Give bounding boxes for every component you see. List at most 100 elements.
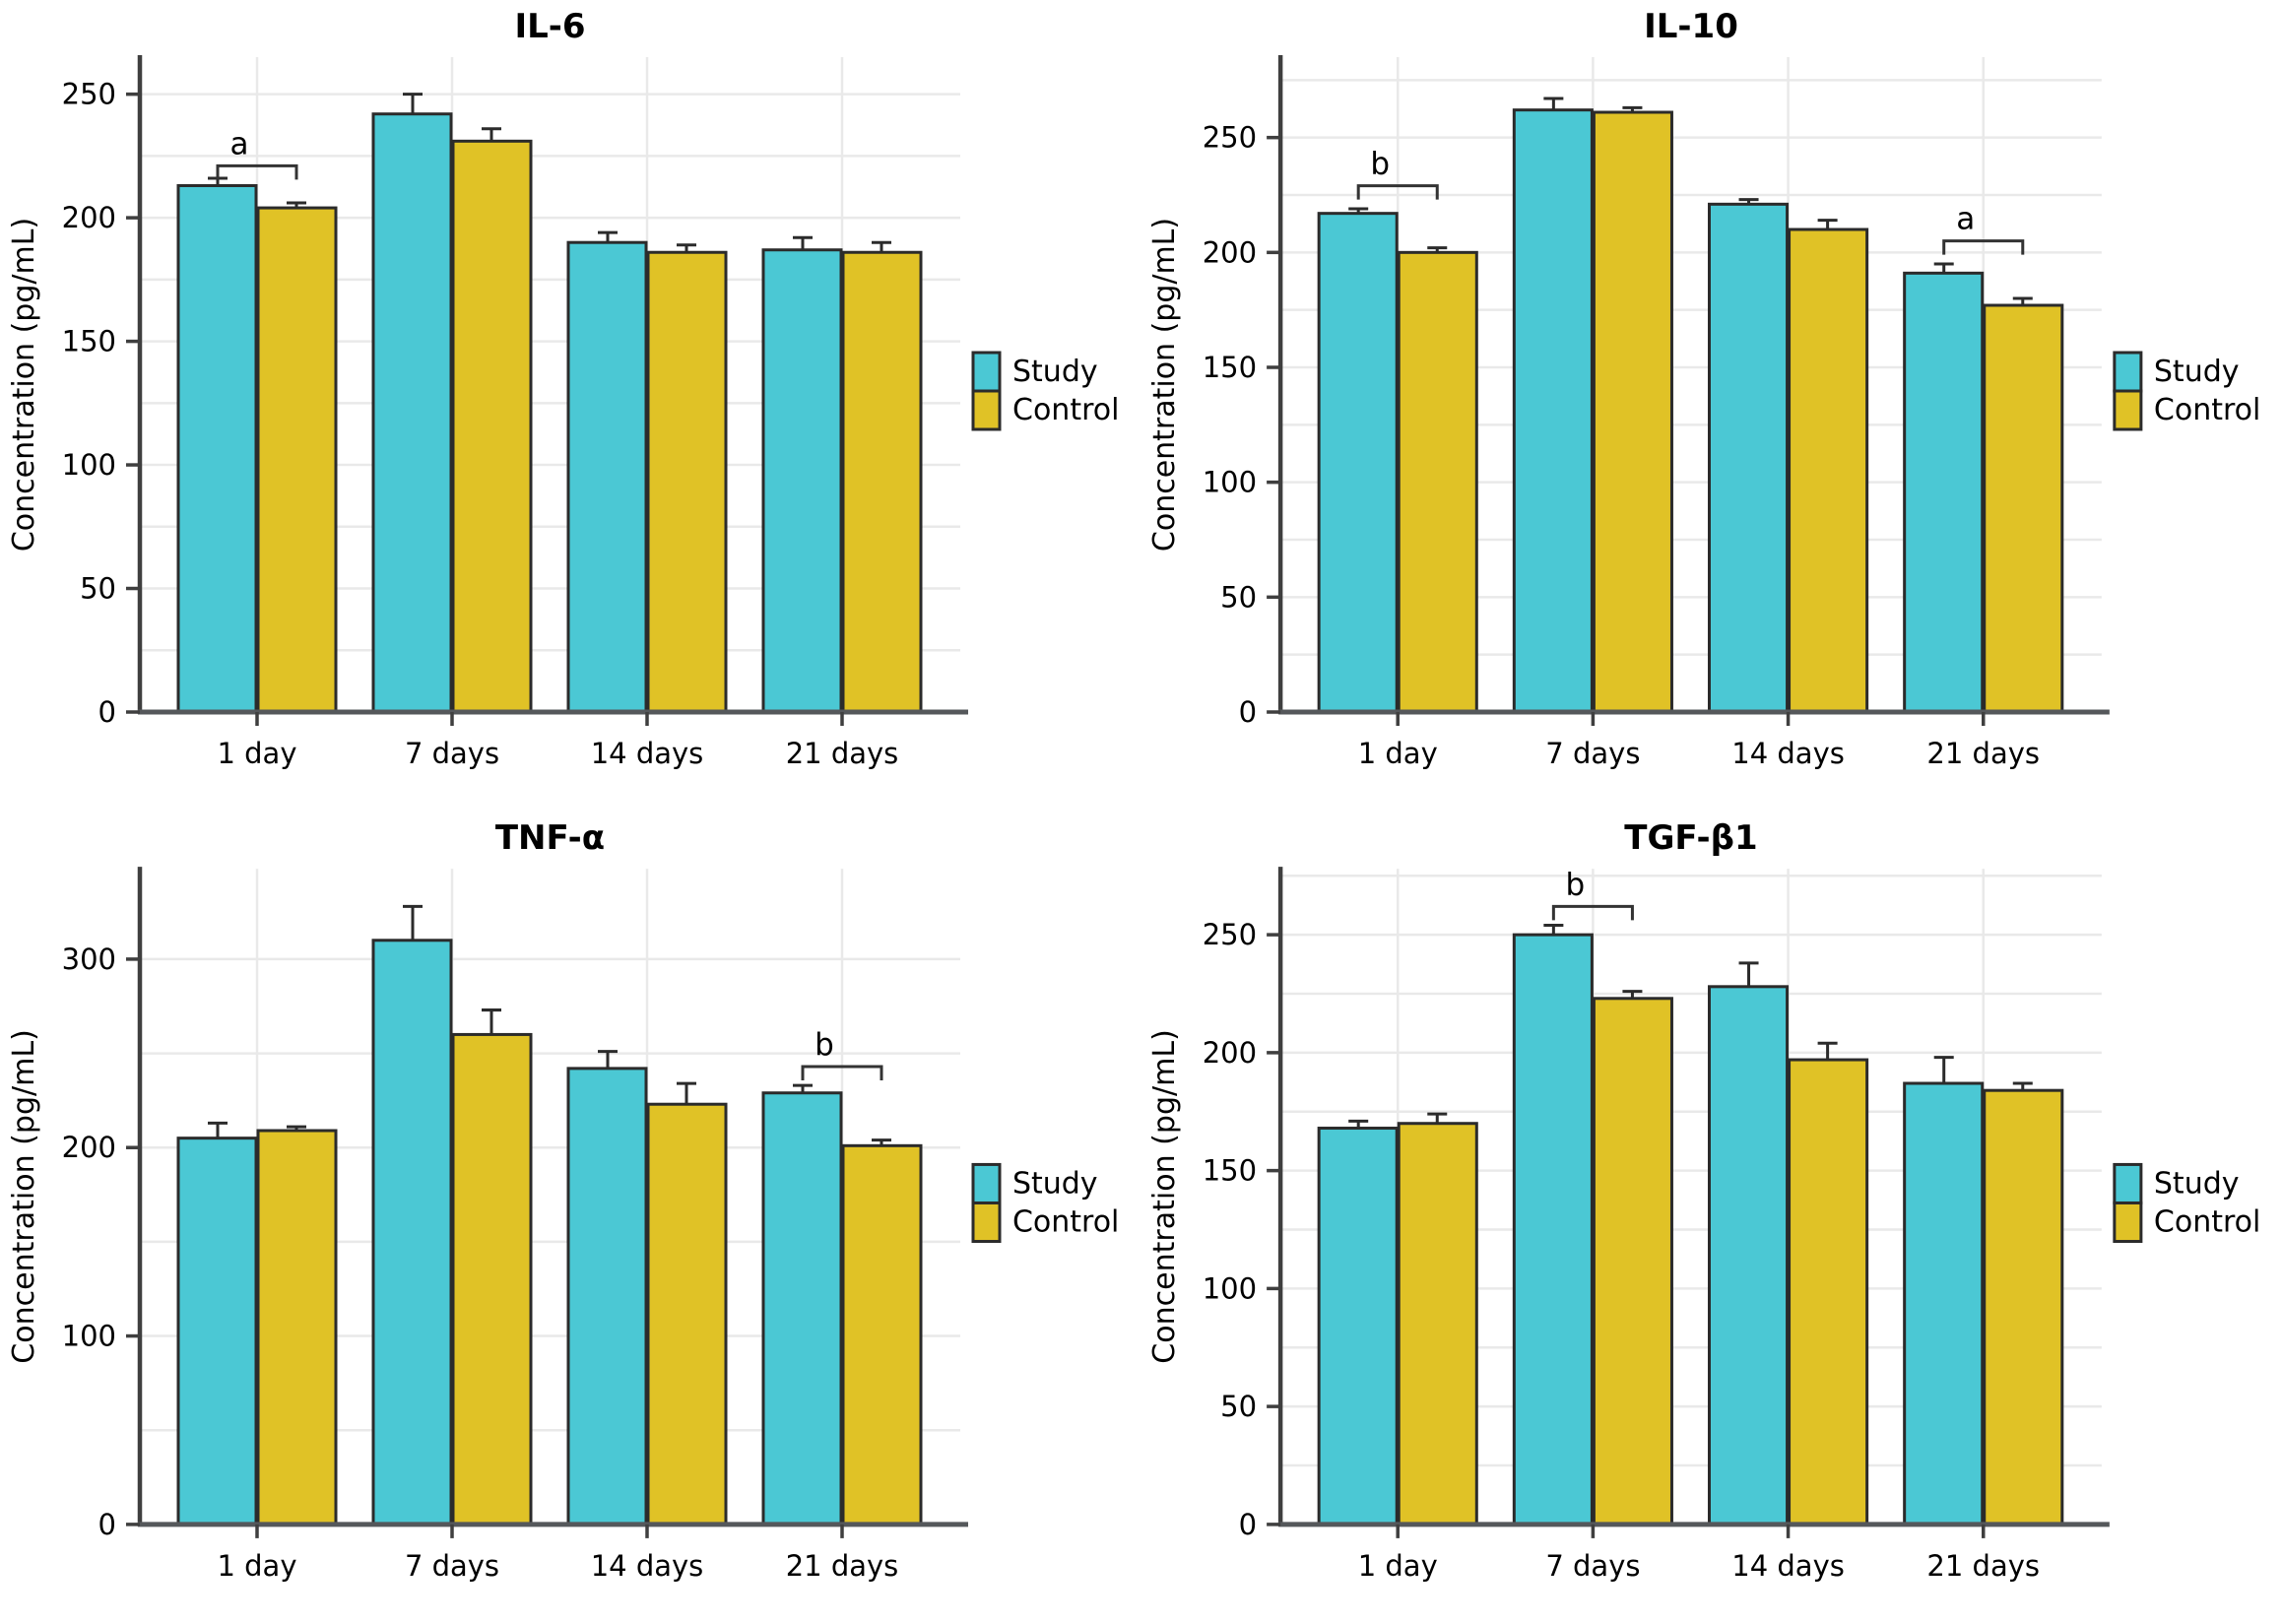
bar-control-21-days: [1983, 303, 2064, 714]
bar-study-7-days: [371, 939, 453, 1527]
y-axis-label: Concentration (pg/mL): [7, 1029, 41, 1364]
x-tick-label: 7 days: [1545, 737, 1640, 770]
x-tick-label: 7 days: [1545, 1549, 1640, 1583]
legend-control-swatch: [2113, 389, 2143, 431]
x-tick-label: 21 days: [1926, 737, 2040, 770]
y-axis-label: Concentration (pg/mL): [7, 218, 41, 552]
significance-label: a: [230, 126, 249, 162]
bar-control-14-days: [1788, 1058, 1869, 1527]
bar-control-21-days: [841, 250, 923, 714]
y-tick-label: 100: [1203, 466, 1257, 499]
bar-control-1-day: [1397, 1122, 1478, 1527]
bar-control-14-days: [1788, 227, 1869, 714]
legend-control-label: Control: [2154, 393, 2261, 427]
bar-control-7-days: [451, 139, 533, 714]
bar-study-14-days: [566, 1067, 648, 1527]
legend-control-swatch: [971, 389, 1002, 431]
subplot-il10: 0 50 100 150 200 250 1 day 7 days 14 days 21 days…: [1141, 0, 2282, 812]
axes: [126, 867, 968, 1538]
legend-control-swatch: [971, 1201, 1002, 1244]
bar-control-14-days: [646, 1102, 728, 1527]
chart-title: TGF-β1: [1624, 818, 1757, 858]
chart-svg-1: 0 50 100 150 200 250 1 day 7 days 14 days 21 days…: [0, 0, 1141, 812]
x-tick-label: 7 days: [405, 737, 499, 770]
bar-control-1-day: [256, 1129, 338, 1527]
bar-study-21-days: [761, 1091, 843, 1527]
significance-label: b: [815, 1027, 834, 1063]
y-tick-label: 200: [62, 201, 116, 234]
y-tick-label: 200: [62, 1131, 116, 1164]
legend: Study Control: [971, 1162, 1119, 1244]
legend-control-label: Control: [1012, 1205, 1119, 1240]
bar-study-1-day: [1317, 212, 1399, 714]
bar-study-21-days: [1903, 1081, 1985, 1527]
legend-study-swatch: [2113, 351, 2143, 393]
significance-bracket: [216, 163, 298, 180]
legend: Study Control: [2113, 1162, 2260, 1244]
bar-study-1-day: [176, 183, 258, 714]
bar-study-21-days: [761, 248, 843, 714]
bar-study-1-day: [1317, 1127, 1399, 1527]
axes: [1267, 55, 2110, 726]
y-tick-label: 200: [1203, 1036, 1257, 1070]
bar-control-7-days: [1592, 997, 1673, 1527]
chart-title: TNF-α: [495, 818, 605, 858]
x-tick-label: 21 days: [786, 1549, 899, 1583]
bar-study-1-day: [176, 1137, 258, 1527]
y-tick-label: 250: [1203, 918, 1257, 951]
x-tick-label: 21 days: [1926, 1549, 2040, 1583]
bar-study-14-days: [566, 240, 648, 714]
y-tick-label: 0: [1239, 695, 1257, 729]
bar-control-14-days: [646, 250, 728, 714]
y-tick-label: 200: [1203, 235, 1257, 269]
bar-control-21-days: [841, 1143, 923, 1527]
x-tick-label: 14 days: [1731, 737, 1845, 770]
bar-study-14-days: [1707, 985, 1790, 1527]
legend-study-label: Study: [2154, 355, 2240, 389]
legend-study-swatch: [2113, 1162, 2143, 1204]
significance-bracket: [1942, 239, 2025, 255]
y-tick-label: 100: [62, 448, 116, 482]
x-tick-label: 1 day: [1358, 737, 1438, 770]
y-axis-label: Concentration (pg/mL): [1147, 218, 1182, 552]
y-tick-label: 0: [98, 1508, 116, 1541]
bar-control-7-days: [451, 1032, 533, 1527]
significance-label: a: [1956, 202, 1975, 237]
y-tick-label: 50: [1220, 1390, 1257, 1423]
y-tick-label: 300: [62, 942, 116, 976]
x-tick-label: 21 days: [786, 737, 899, 770]
legend-control-label: Control: [1012, 393, 1119, 427]
bars: [1317, 97, 2064, 714]
y-tick-label: 150: [1203, 351, 1257, 384]
y-tick-label: 50: [1220, 580, 1257, 614]
x-tick-label: 14 days: [1731, 1549, 1845, 1583]
legend-study-swatch: [971, 1162, 1002, 1204]
y-tick-label: 150: [1203, 1154, 1257, 1188]
chart-svg-3: 0 100 200 300 1 day 7 days 14 days 21 days TNF-α…: [0, 812, 1141, 1624]
x-tick-label: 14 days: [591, 1549, 704, 1583]
bar-control-21-days: [1983, 1088, 2064, 1527]
bar-control-1-day: [256, 206, 338, 714]
x-tick-label: 1 day: [1358, 1549, 1438, 1583]
legend-study-label: Study: [2154, 1166, 2240, 1201]
significance-label: b: [1566, 867, 1586, 902]
y-tick-label: 250: [62, 78, 116, 111]
bar-control-7-days: [1592, 110, 1673, 714]
bar-study-14-days: [1707, 202, 1790, 714]
y-tick-label: 50: [80, 572, 116, 606]
y-tick-label: 150: [62, 325, 116, 358]
bar-control-1-day: [1397, 250, 1478, 714]
bars: [176, 93, 923, 714]
bar-study-7-days: [1512, 108, 1594, 714]
chart-svg-4: 0 50 100 150 200 250 1 day 7 days 14 days 21 days…: [1141, 812, 2282, 1624]
significance-bracket: [801, 1065, 883, 1080]
x-tick-label: 7 days: [405, 1549, 499, 1583]
y-tick-label: 0: [1239, 1508, 1257, 1541]
significance-bracket: [1356, 184, 1439, 200]
y-tick-label: 0: [98, 695, 116, 729]
y-tick-label: 100: [1203, 1271, 1257, 1305]
y-axis-label: Concentration (pg/mL): [1147, 1029, 1182, 1364]
legend: Study Control: [971, 351, 1119, 431]
bar-study-7-days: [371, 112, 453, 714]
